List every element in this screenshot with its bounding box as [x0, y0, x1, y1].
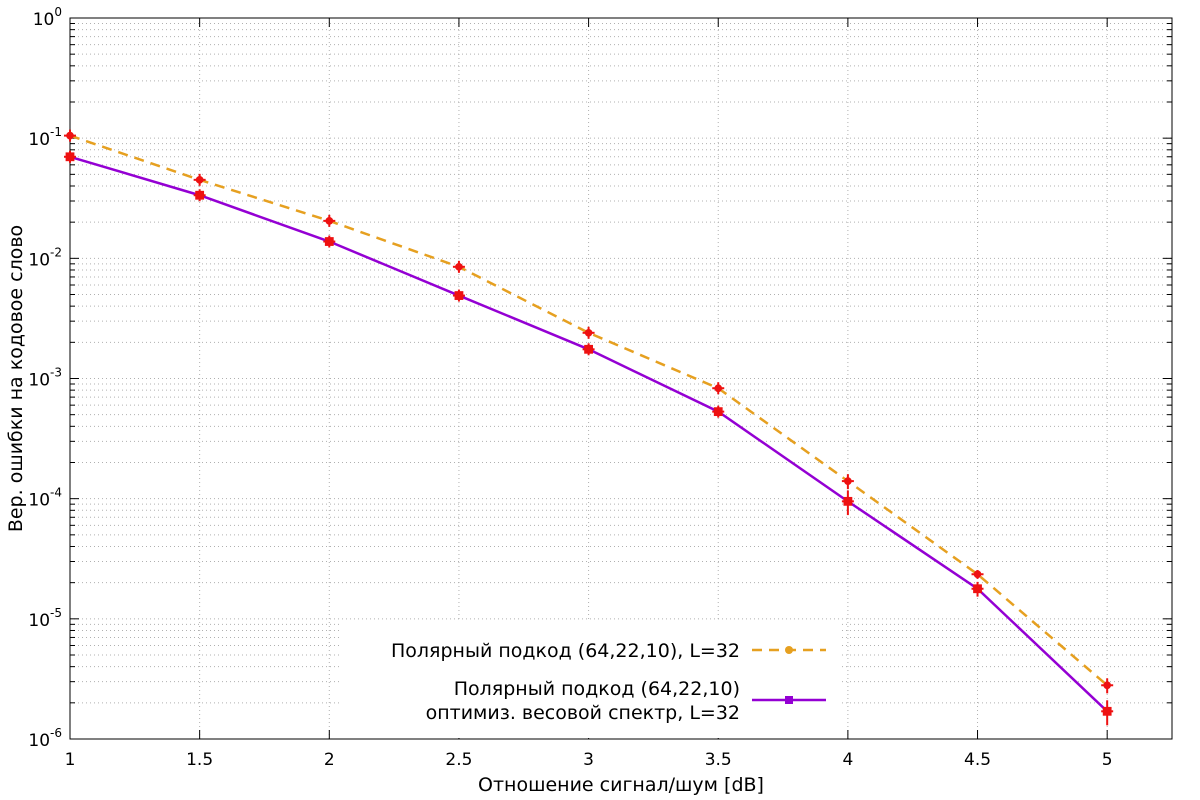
data-point: [844, 477, 852, 485]
data-point: [713, 407, 723, 417]
data-point: [973, 570, 982, 579]
y-tick-label: 10-5: [28, 606, 62, 631]
x-tick-label: 3.5: [705, 750, 732, 770]
data-point: [584, 328, 593, 337]
series-layer: [64, 129, 1114, 726]
x-tick-label: 2: [324, 750, 335, 770]
x-tick-label: 4: [842, 750, 853, 770]
y-tick-label: 10-4: [28, 486, 62, 511]
legend: Полярный подкод (64,22,10), L=32 Полярный…: [340, 622, 840, 738]
series-2: [64, 150, 1114, 726]
data-point: [195, 175, 204, 184]
legend-entry-1: Полярный подкод (64,22,10), L=32: [391, 640, 826, 662]
y-tick-exponent: -4: [50, 486, 62, 500]
axes: 1 1.5 2 2.5 3 3.5 4 4.5 510010-110-210-310-410-5…: [28, 5, 1173, 770]
x-tick-label: 5: [1102, 750, 1113, 770]
legend-label: оптимиз. весовой спектр, L=32: [426, 702, 740, 724]
y-tick-label: 10-6: [28, 726, 62, 751]
x-tick-label: 4.5: [964, 750, 991, 770]
y-tick-base: 10: [28, 731, 50, 751]
y-tick-label: 10-2: [28, 245, 62, 270]
data-point: [973, 584, 982, 594]
legend-marker: [785, 646, 793, 654]
data-point: [66, 131, 74, 140]
data-point: [1102, 706, 1112, 716]
data-point: [843, 496, 853, 506]
data-point: [195, 190, 205, 200]
y-tick-base: 10: [28, 130, 50, 150]
y-tick-base: 10: [28, 250, 50, 270]
x-tick-label: 3: [583, 750, 594, 770]
data-point: [454, 291, 464, 300]
data-point: [584, 344, 593, 354]
y-tick-label: 10-1: [28, 125, 62, 150]
y-tick-exponent: -1: [50, 125, 62, 139]
series-1: [64, 129, 1114, 694]
y-tick-exponent: -5: [50, 606, 62, 620]
y-tick-base: 10: [28, 611, 50, 631]
grid: [69, 17, 1172, 740]
legend-entry-2: Полярный подкод (64,22,10)оптимиз. весов…: [426, 678, 826, 724]
data-point: [65, 152, 75, 162]
y-tick-label: 100: [33, 5, 62, 30]
data-point: [325, 217, 334, 225]
data-point: [1103, 681, 1112, 690]
y-tick-base: 10: [28, 371, 50, 391]
data-point: [714, 384, 723, 393]
y-tick-exponent: -2: [50, 245, 62, 259]
y-tick-base: 10: [33, 10, 55, 30]
y-tick-label: 10-3: [28, 366, 62, 391]
y-tick-exponent: -3: [50, 366, 62, 380]
x-tick-label: 1: [65, 750, 76, 770]
x-tick-label: 2.5: [445, 750, 472, 770]
data-point: [324, 237, 334, 246]
y-axis-title: Вер. ошибки на кодовое слово: [5, 225, 27, 532]
x-tick-label: 1.5: [186, 750, 213, 770]
y-tick-exponent: 0: [54, 5, 62, 19]
y-tick-exponent: -6: [50, 726, 62, 740]
legend-box: [340, 622, 840, 738]
y-tick-base: 10: [28, 491, 50, 511]
legend-label: Полярный подкод (64,22,10): [454, 678, 740, 700]
x-axis-title: Отношение сигнал/шум [dB]: [478, 774, 764, 796]
legend-label: Полярный подкод (64,22,10), L=32: [391, 640, 740, 662]
data-point: [455, 262, 463, 271]
legend-marker: [785, 696, 793, 704]
